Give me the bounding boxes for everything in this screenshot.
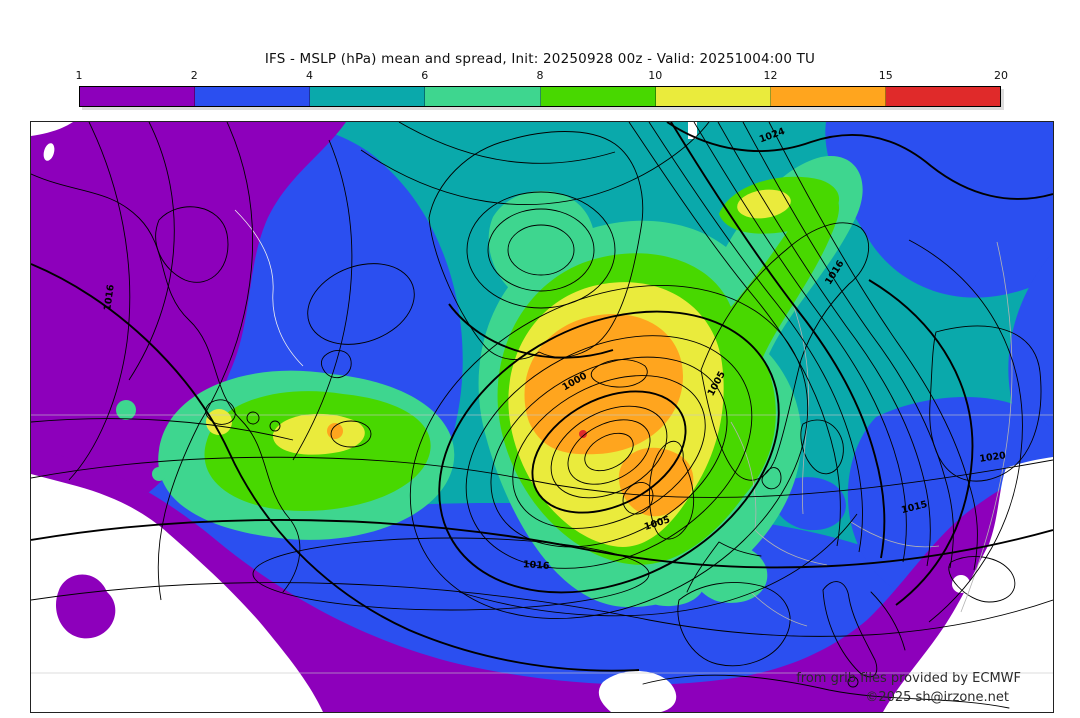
- colorbar-tick-labels: 1 2 4 6 8 10 12 15 20: [75, 69, 1009, 83]
- weather-map: 1016 1016 1024 1016 1020 1015 1005 1005 1000 fro…: [30, 121, 1054, 713]
- colorbar-segment: [770, 87, 886, 106]
- contour-label: 1016: [523, 559, 551, 572]
- contour-label: 1020: [979, 450, 1007, 465]
- colorbar-segment: [80, 87, 196, 106]
- colorbar-segment: [655, 87, 771, 106]
- contour-label: 1016: [102, 283, 117, 311]
- colorbar-tick-label: 6: [421, 69, 429, 82]
- graticule-layer: [31, 414, 1053, 674]
- colorbar: [79, 86, 1001, 107]
- colorbar-segment: [540, 87, 656, 106]
- attribution-source: from grib files provided by ECMWF: [796, 671, 1021, 686]
- colorbar-tick-label: 10: [648, 69, 663, 82]
- colorbar-segment: [885, 87, 1000, 106]
- spread-fill-layer: [31, 122, 1053, 712]
- colorbar-tick-label: 2: [190, 69, 198, 82]
- colorbar-tick-label: 20: [994, 69, 1008, 82]
- page-title: IFS - MSLP (hPa) mean and spread, Init: …: [264, 51, 816, 67]
- contour-lines-layer: [31, 122, 1053, 672]
- colorbar-tick-label: 15: [878, 69, 893, 82]
- attribution-copyright: ©2025 sh@irzone.net: [865, 690, 1009, 705]
- colorbar-tick-label: 8: [536, 69, 544, 82]
- colorbar-tick-label: 12: [763, 69, 778, 82]
- colorbar-segment: [425, 87, 541, 106]
- coastline-layer: [31, 131, 1016, 709]
- colorbar-tick-label: 4: [306, 69, 313, 82]
- colorbar-segment: [310, 87, 426, 106]
- colorbar-segment: [195, 87, 311, 106]
- colorbar-tick-label: 1: [75, 69, 83, 82]
